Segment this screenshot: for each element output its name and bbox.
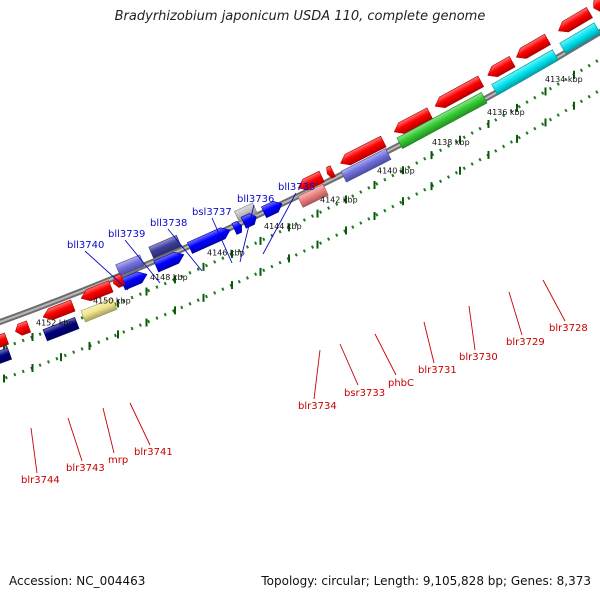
gene-label-blr3734-leader	[313, 349, 321, 400]
gene-block	[240, 213, 257, 229]
gene-label-blr3731-leader	[423, 321, 435, 364]
gene-label-blr3741: blr3741	[134, 447, 173, 458]
kbp-tick-label: 4150 kbp	[93, 297, 131, 306]
gene-block	[80, 297, 118, 323]
gene-label-blr3731: blr3731	[418, 365, 457, 376]
gene-label-bll3740: bll3740	[67, 240, 104, 251]
gene-block	[115, 254, 145, 277]
gene-label-bsr3733: bsr3733	[344, 388, 385, 399]
gene-block	[340, 148, 392, 183]
kbp-tick-label: 4146 kbp	[207, 248, 245, 257]
gene-label-blr3730: blr3730	[459, 352, 498, 363]
gene-label-blr3744: blr3744	[21, 475, 60, 486]
gene-label-blr3734: blr3734	[298, 401, 337, 412]
gene-block	[297, 183, 329, 208]
gene-label-blr3728: blr3728	[549, 323, 588, 334]
gene-block	[0, 347, 13, 365]
gene-block	[593, 0, 600, 12]
gene-label-bsl3737-leader	[211, 217, 233, 264]
gene-label-bsl3738: bll3738	[150, 218, 187, 229]
gene-block	[15, 320, 32, 336]
gene-block	[234, 202, 258, 223]
gene-block	[434, 75, 485, 109]
gene-block	[42, 299, 76, 321]
kbp-tick-label: 4152 kbp	[36, 319, 74, 328]
gene-track	[0, 0, 600, 365]
gene-block	[487, 55, 516, 77]
gene-block	[260, 200, 283, 219]
kbp-tick-label: 4144 kbp	[264, 222, 302, 231]
genome-title: Bradyrhizobium japonicum USDA 110, compl…	[114, 9, 486, 24]
gene-label-bll3739-leader	[124, 239, 161, 284]
gene-block	[297, 170, 325, 191]
kbp-tick-label: 4138 kbp	[432, 138, 470, 147]
gene-label-bll3735: bll3735	[278, 182, 315, 193]
gene-label-bll3739: bll3739	[108, 229, 145, 240]
gene-label-blr3729: blr3729	[506, 337, 545, 348]
gene-label-blr3729-leader	[508, 291, 523, 336]
gene-block	[559, 22, 600, 54]
gene-block	[558, 6, 593, 33]
gene-label-blr3741-leader	[129, 402, 151, 446]
gene-label-bsl3737: bsl3737	[192, 207, 232, 218]
topology-text: Topology: circular; Length: 9,105,828 bp…	[261, 574, 591, 588]
gene-label-bll3735-leader	[262, 192, 297, 255]
gene-labels: 4134 kbp 4136 kbp 4138 kbp 4140 kbp 4142 kbp…	[21, 75, 588, 486]
gene-block	[393, 107, 433, 134]
gene-block	[148, 234, 182, 259]
gene-label-blr3743: blr3743	[66, 463, 105, 474]
gene-block	[491, 49, 559, 96]
kbp-tick-label: 4148 kbp	[150, 273, 188, 282]
lower-kbp-ruler	[0, 88, 600, 383]
gene-block	[0, 332, 10, 348]
gene-block	[120, 271, 148, 291]
gene-block	[42, 316, 80, 342]
kbp-tick-label: 4134 kbp	[545, 75, 583, 84]
gene-label-bll3736-leader	[239, 204, 255, 263]
gene-block	[231, 220, 242, 235]
gene-block	[80, 280, 114, 302]
gene-label-blr3744-leader	[30, 427, 38, 474]
gene-label-phbC: phbC	[388, 378, 414, 389]
kbp-tick-label: 4142 kbp	[320, 195, 358, 204]
gene-block	[153, 251, 185, 273]
gene-label-mrp: mrp	[108, 455, 128, 466]
gene-label-mrp-leader	[102, 407, 115, 454]
gene-block	[396, 92, 488, 149]
gene-label-bll3740-leader	[84, 250, 129, 291]
gene-label-bsl3738-leader	[167, 228, 203, 272]
gene-label-blr3728-leader	[542, 279, 566, 322]
kbp-tick-label: 4140 kbp	[377, 167, 415, 176]
gene-label-phbC-leader	[374, 333, 397, 376]
gene-block	[515, 33, 552, 59]
label-leader-lines	[30, 192, 566, 474]
gene-label-blr3743-leader	[67, 417, 83, 462]
accession-text: Accession: NC_004463	[9, 574, 146, 588]
gene-block	[340, 135, 387, 166]
gene-label-bsr3733-leader	[339, 343, 359, 386]
gene-label-bll3736: bll3736	[237, 194, 274, 205]
kbp-tick-label: 4136 kbp	[487, 108, 525, 117]
gene-block	[326, 165, 336, 179]
gene-label-blr3730-leader	[468, 305, 476, 351]
